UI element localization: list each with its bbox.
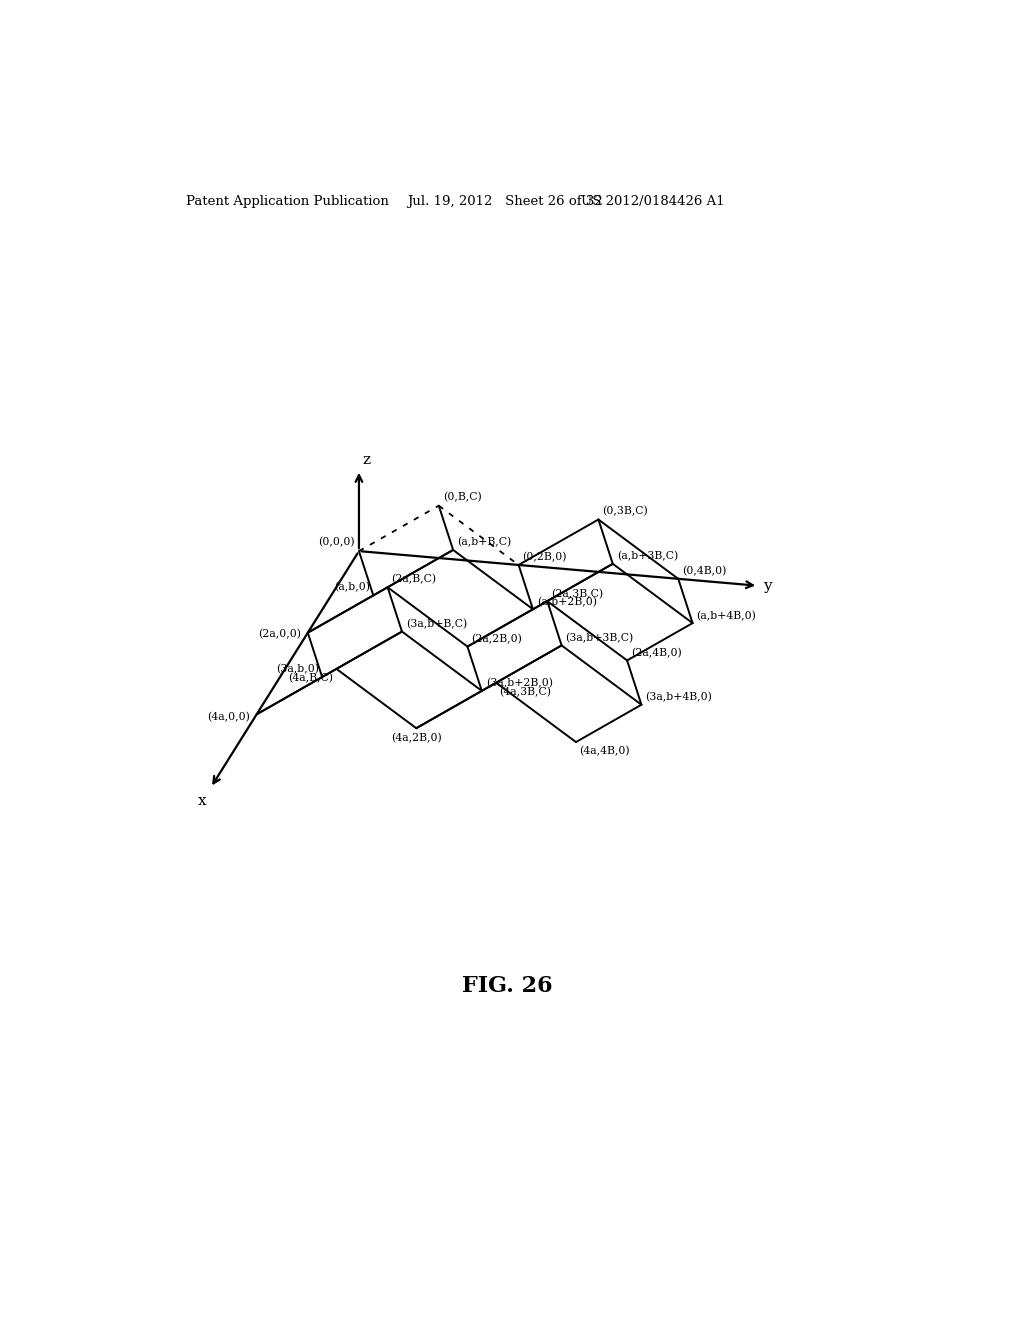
Text: (3a,b+4B,0): (3a,b+4B,0) (645, 692, 712, 702)
Text: Patent Application Publication: Patent Application Publication (186, 195, 389, 209)
Text: (a,b,0): (a,b,0) (334, 582, 371, 593)
Text: (4a,B,C): (4a,B,C) (289, 673, 334, 684)
Text: (0,3B,C): (0,3B,C) (602, 506, 648, 516)
Text: (0,0,0): (0,0,0) (317, 537, 354, 548)
Text: (2a,2B,0): (2a,2B,0) (471, 634, 522, 644)
Text: (4a,2B,0): (4a,2B,0) (391, 733, 441, 743)
Text: (2a,3B,C): (2a,3B,C) (551, 589, 603, 599)
Text: z: z (362, 453, 370, 467)
Text: FIG. 26: FIG. 26 (463, 974, 553, 997)
Text: (4a,4B,0): (4a,4B,0) (579, 746, 630, 756)
Text: y: y (763, 578, 771, 593)
Text: (3a,b+2B,0): (3a,b+2B,0) (485, 678, 553, 689)
Text: (3a,b+B,C): (3a,b+B,C) (406, 619, 467, 630)
Text: (3a,b+3B,C): (3a,b+3B,C) (565, 632, 634, 643)
Text: (4a,0,0): (4a,0,0) (208, 711, 251, 722)
Text: (0,4B,0): (0,4B,0) (682, 565, 726, 576)
Text: (0,B,C): (0,B,C) (442, 491, 481, 502)
Text: (a,b+2B,0): (a,b+2B,0) (537, 597, 597, 607)
Text: (2a,B,C): (2a,B,C) (391, 574, 436, 585)
Text: (4a,3B,C): (4a,3B,C) (500, 686, 551, 697)
Text: (a,b+B,C): (a,b+B,C) (457, 536, 511, 546)
Text: (2a,4B,0): (2a,4B,0) (631, 648, 682, 659)
Text: (2a,0,0): (2a,0,0) (259, 630, 302, 639)
Text: US 2012/0184426 A1: US 2012/0184426 A1 (582, 195, 725, 209)
Text: (a,b+3B,C): (a,b+3B,C) (616, 552, 678, 561)
Text: (0,2B,0): (0,2B,0) (522, 552, 567, 562)
Text: Jul. 19, 2012   Sheet 26 of 32: Jul. 19, 2012 Sheet 26 of 32 (407, 195, 603, 209)
Text: x: x (198, 793, 207, 808)
Text: (3a,b,0): (3a,b,0) (276, 664, 319, 675)
Text: (a,b+4B,0): (a,b+4B,0) (696, 610, 757, 620)
